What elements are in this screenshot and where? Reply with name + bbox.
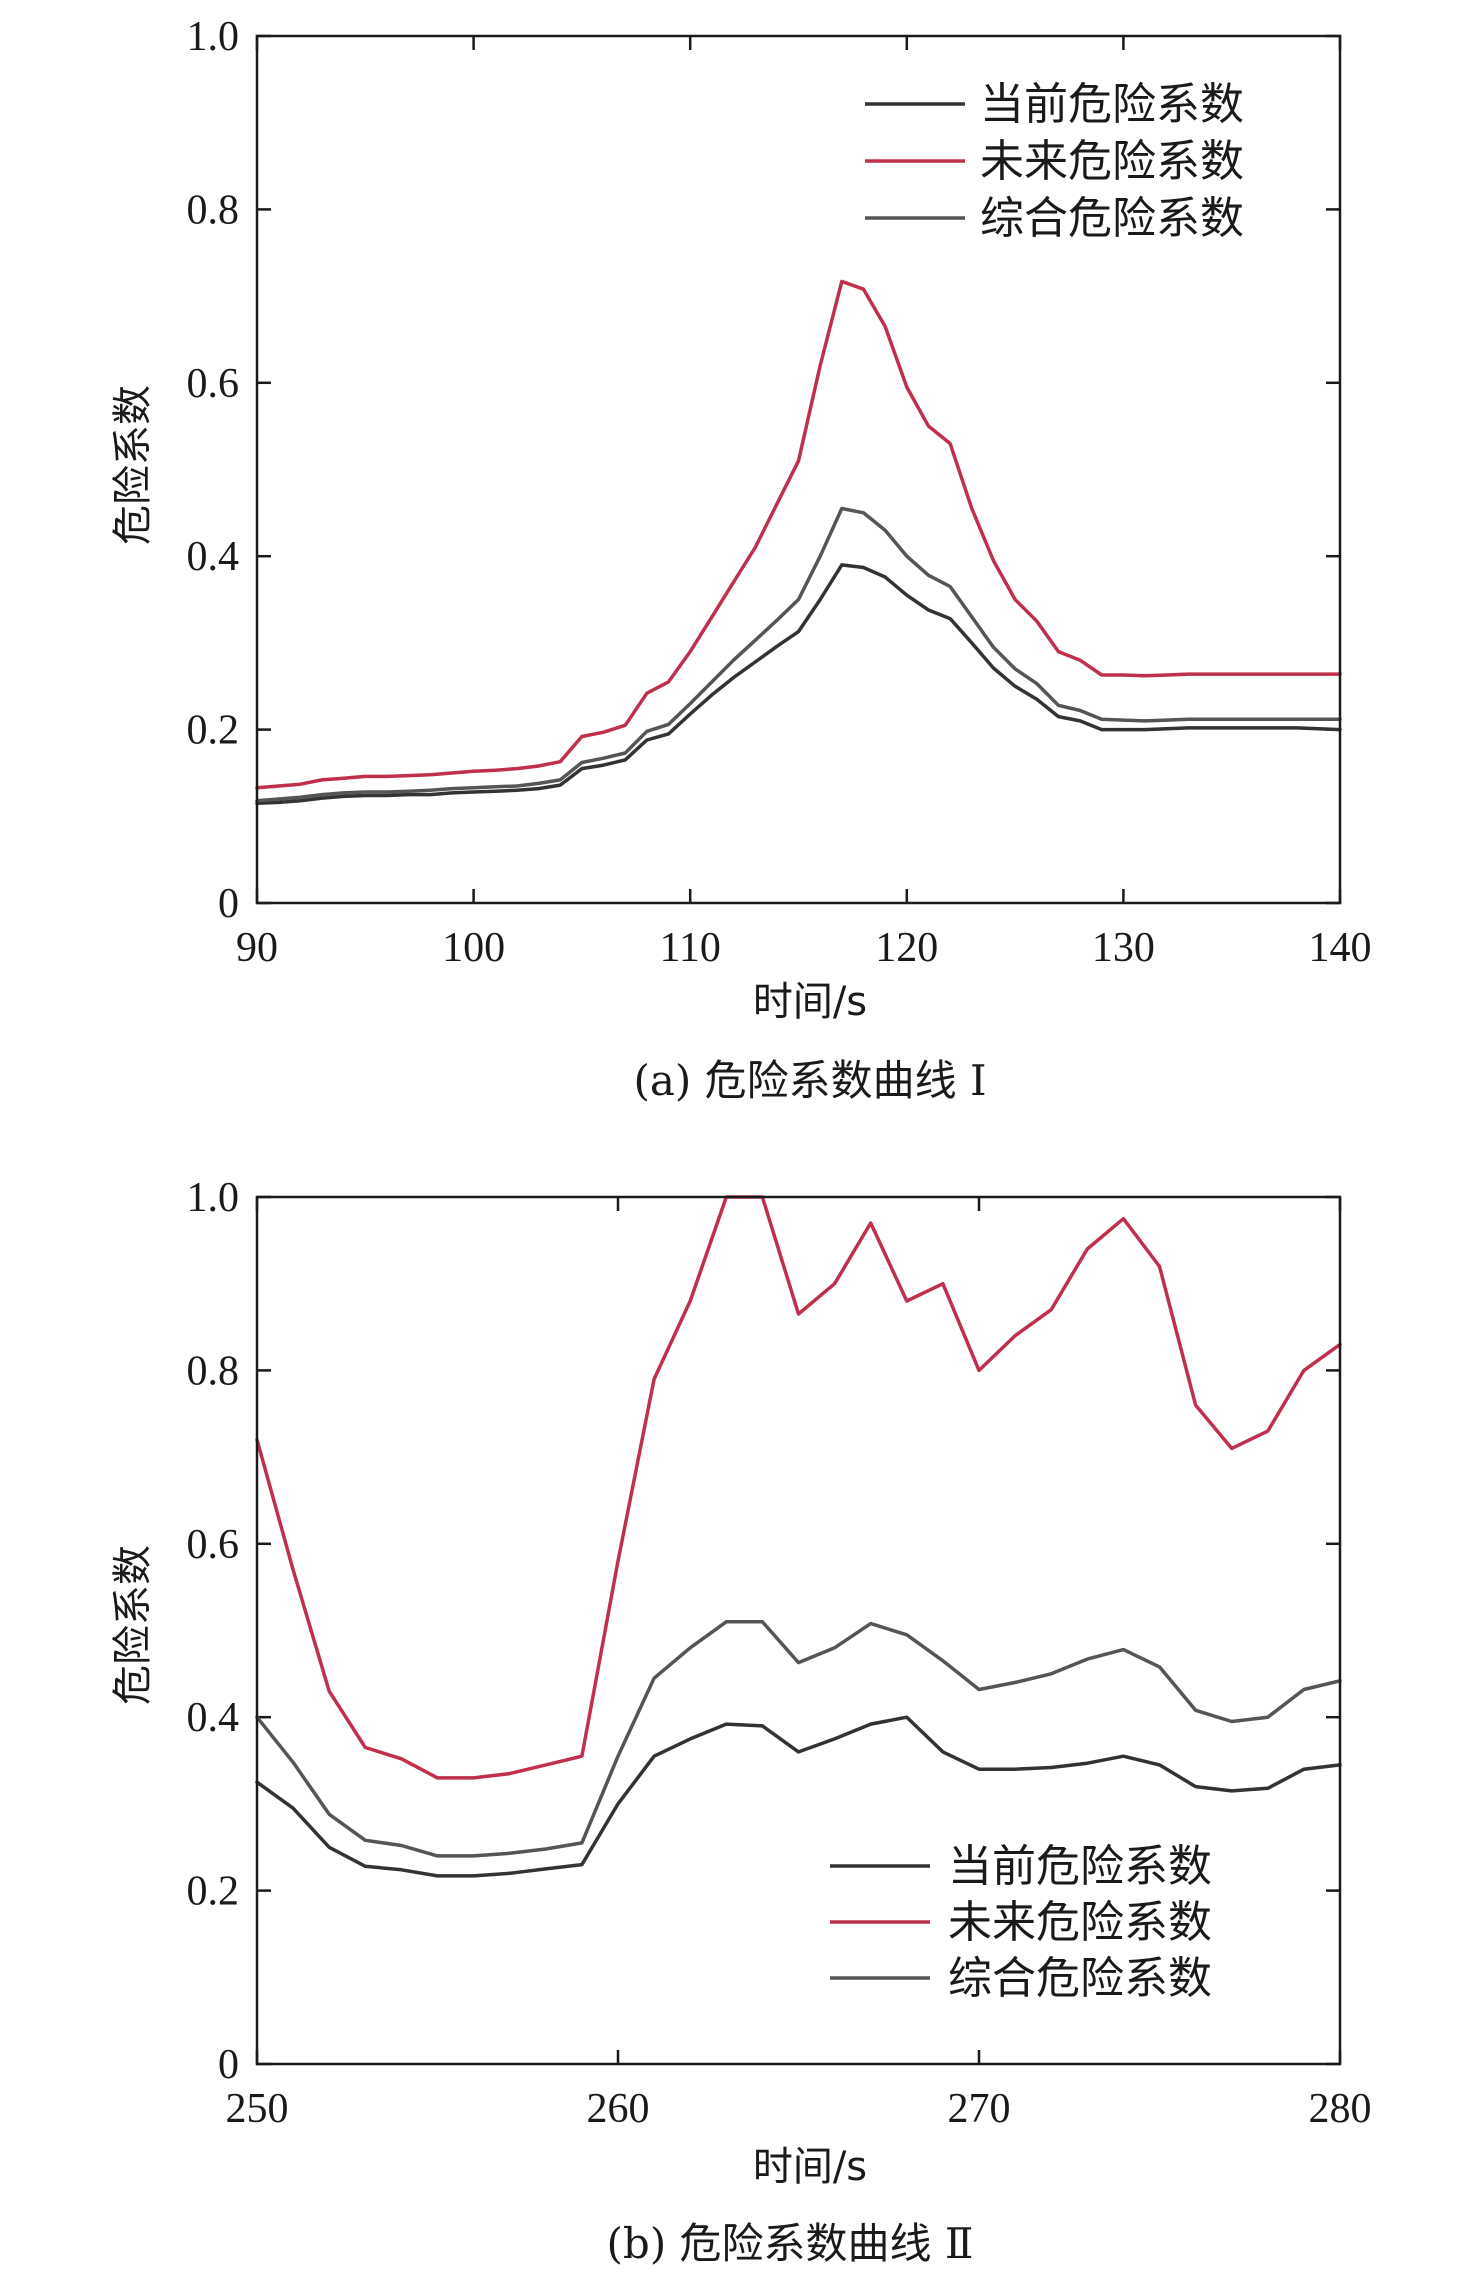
chart-a-series-line-3 <box>255 506 1342 803</box>
chart-a-y-tick-label: 0.6 <box>187 361 240 407</box>
chart-a-x-tick-label: 130 <box>1092 925 1155 971</box>
chart-a: 危险系数 时间/s (a) 危险系数曲线 Ⅰ 90 100 110 120 130 140… <box>110 14 1372 1105</box>
chart-a-ticks: 90 100 110 120 130 140 0 0.2 0.4 0.6 0.8 1.0 <box>187 14 1372 971</box>
chart-a-legend-label-1: 当前危险系数 <box>980 79 1244 130</box>
chart-b-y-tick-label: 0.4 <box>187 1695 240 1741</box>
chart-a-y-tick-label: 0 <box>218 881 239 927</box>
chart-a-y-tick-label: 0.8 <box>187 187 240 233</box>
chart-a-series-line-1 <box>255 563 1342 806</box>
chart-b: 危险系数 时间/s (b) 危险系数曲线 Ⅱ 250 260 270 280 0 0.2 0… <box>110 1175 1372 2268</box>
chart-b-x-tick-label: 260 <box>587 2086 650 2132</box>
chart-a-x-tick-label: 90 <box>236 925 278 971</box>
chart-b-y-tick-label: 0.6 <box>187 1522 240 1568</box>
chart-b-xlabel: 时间/s <box>753 2144 867 2190</box>
chart-b-x-tick-label: 250 <box>226 2086 289 2132</box>
chart-b-series-lines <box>255 1195 1342 1878</box>
chart-a-x-tick-label: 100 <box>442 925 505 971</box>
chart-b-y-tick-label: 0.8 <box>187 1348 240 1394</box>
chart-a-ylabel: 危险系数 <box>110 385 156 545</box>
chart-b-series-line-1 <box>255 1715 1342 1878</box>
chart-a-legend-label-2: 未来危险系数 <box>980 136 1244 187</box>
chart-b-y-tick-label: 0 <box>218 2042 239 2088</box>
chart-b-x-tick-label: 270 <box>948 2086 1011 2132</box>
chart-b-y-tick-label: 1.0 <box>187 1175 240 1221</box>
chart-b-legend-label-3: 综合危险系数 <box>948 1953 1212 2004</box>
chart-b-y-axis-title: 危险系数 <box>110 1545 156 1705</box>
chart-b-caption: (b) 危险系数曲线 Ⅱ <box>607 2219 974 2268</box>
chart-a-plot-frame <box>255 34 1342 905</box>
chart-b-legend-label-1: 当前危险系数 <box>948 1841 1212 1892</box>
chart-a-x-tick-label: 120 <box>875 925 938 971</box>
chart-a-caption: (a) 危险系数曲线 Ⅰ <box>633 1056 986 1105</box>
chart-a-x-tick-label: 110 <box>659 925 720 971</box>
chart-b-ylabel: 危险系数 <box>110 1545 156 1705</box>
chart-b-y-tick-label: 0.2 <box>187 1869 240 1915</box>
chart-a-y-tick-label: 0.4 <box>187 534 240 580</box>
chart-b-x-tick-label: 280 <box>1309 2086 1372 2132</box>
chart-a-x-tick-label: 140 <box>1309 925 1372 971</box>
chart-a-y-axis-title: 危险系数 <box>110 385 156 545</box>
chart-a-legend-label-3: 综合危险系数 <box>980 193 1244 244</box>
chart-a-series-lines <box>255 279 1342 806</box>
chart-b-plot-frame <box>255 1195 1342 2066</box>
chart-a-xlabel: 时间/s <box>753 979 867 1025</box>
chart-b-legend-label-2: 未来危险系数 <box>948 1897 1212 1948</box>
chart-a-y-tick-label: 1.0 <box>187 14 240 60</box>
chart-b-series-line-2 <box>255 1195 1342 1780</box>
chart-b-series-line-3 <box>255 1620 1342 1858</box>
chart-b-ticks: 250 260 270 280 0 0.2 0.4 0.6 0.8 1.0 <box>187 1175 1372 2132</box>
chart-a-series-line-2 <box>255 279 1342 790</box>
chart-a-y-tick-label: 0.2 <box>187 708 240 754</box>
